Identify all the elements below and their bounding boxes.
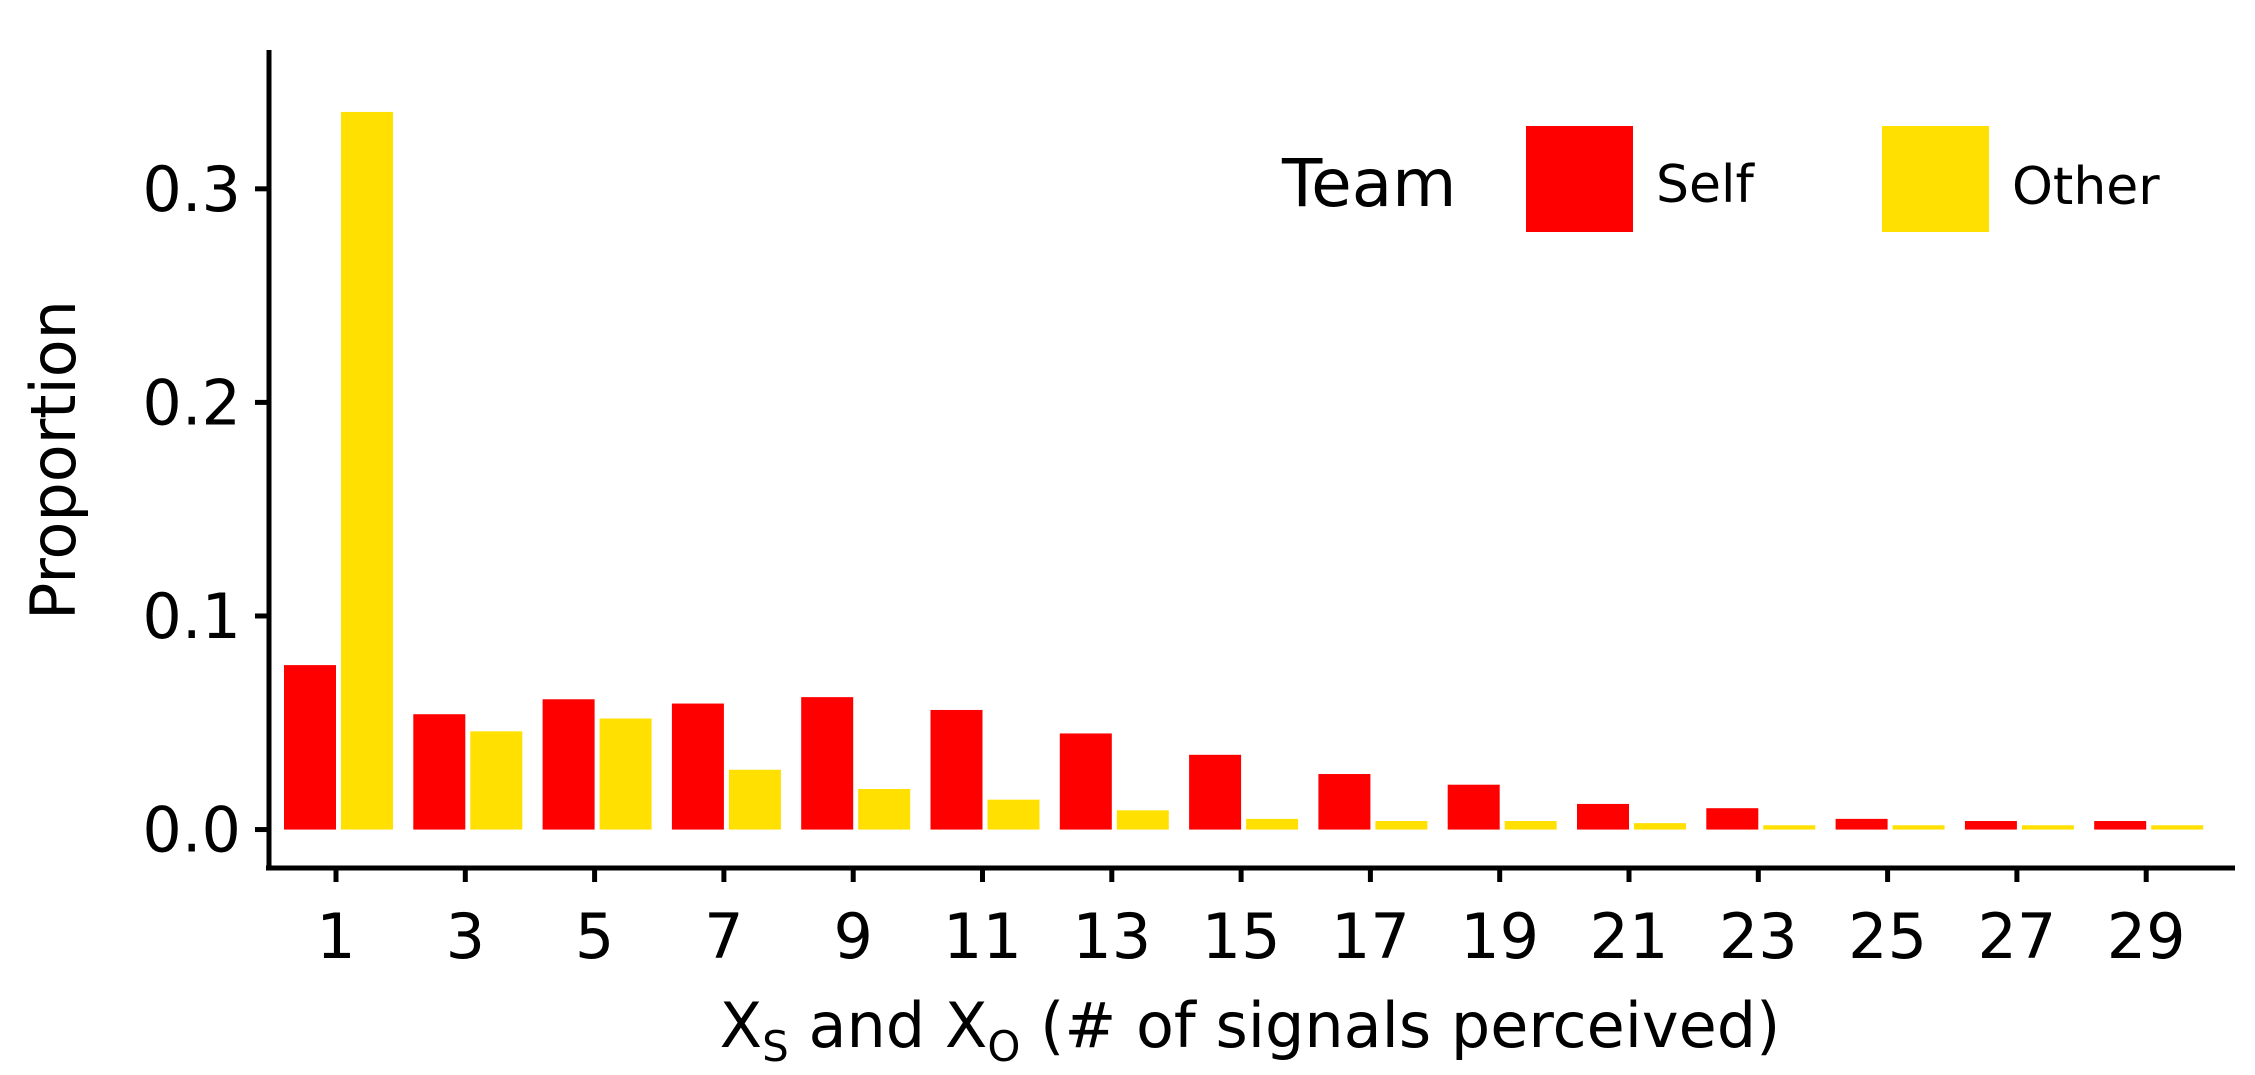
y-tick-label: 0.2	[142, 366, 241, 439]
bar-other-27	[2021, 825, 2074, 830]
x-axis-title-part: X	[720, 989, 762, 1062]
bar-other-15	[1246, 818, 1299, 830]
legend-label-self: Self	[1656, 155, 1755, 215]
x-tick-label: 25	[1848, 900, 1927, 973]
y-tick-label: 0.3	[142, 153, 241, 226]
bar-self-3	[413, 714, 466, 830]
x-tick-label: 7	[704, 900, 743, 973]
x-tick-label: 9	[833, 900, 872, 973]
legend-title: Team	[1281, 145, 1456, 222]
bar-other-21	[1634, 823, 1686, 830]
bar-self-25	[1835, 818, 1888, 830]
x-tick-label: 11	[943, 900, 1022, 973]
bar-self-15	[1189, 754, 1242, 830]
bar-other-7	[728, 769, 781, 830]
x-axis-title-subscript: O	[987, 1022, 1020, 1071]
bar-other-3	[470, 731, 523, 830]
x-tick-label: 15	[1202, 900, 1281, 973]
bar-other-25	[1892, 825, 1945, 830]
bar-other-13	[1116, 810, 1169, 830]
bar-self-23	[1706, 808, 1759, 830]
x-tick-label: 13	[1072, 900, 1151, 973]
legend: Team Self Other	[1281, 126, 2160, 232]
bar-self-5	[542, 699, 595, 830]
x-tick-label: 29	[2107, 900, 2186, 973]
x-tick-label: 27	[1977, 900, 2056, 973]
x-axis-title-subscript: S	[762, 1022, 789, 1071]
legend-swatch-other	[1882, 126, 1989, 232]
bar-self-27	[1964, 821, 2017, 830]
y-tick-label: 0.1	[142, 580, 241, 653]
bar-other-9	[858, 788, 911, 830]
x-axis-title-part: (# of signals perceived)	[1020, 989, 1780, 1062]
y-ticks-group: 0.0 0.1 0.2 0.3	[142, 153, 269, 867]
bar-other-17	[1375, 821, 1428, 830]
bar-self-21	[1577, 803, 1629, 830]
bar-other-23	[1763, 825, 1816, 830]
x-tick-label: 3	[446, 900, 485, 973]
x-tick-label: 19	[1460, 900, 1539, 973]
y-tick-label: 0.0	[142, 794, 241, 867]
x-tick-label: 21	[1590, 900, 1669, 973]
bar-self-19	[1447, 784, 1500, 830]
bar-self-29	[2094, 821, 2147, 830]
bar-other-19	[1504, 821, 1557, 830]
x-tick-label: 17	[1331, 900, 1410, 973]
bar-other-1	[341, 111, 393, 830]
bar-self-11	[930, 709, 983, 830]
bar-self-9	[801, 697, 854, 830]
x-axis-title-part: and X	[789, 989, 988, 1062]
bar-self-1	[284, 665, 336, 830]
bar-self-7	[671, 703, 724, 830]
legend-swatch-self	[1526, 126, 1633, 232]
bar-other-5	[599, 718, 652, 830]
bar-self-13	[1059, 733, 1112, 830]
x-axis-title: XS and XO (# of signals perceived)	[720, 989, 1781, 1071]
x-tick-label: 5	[575, 900, 614, 973]
bars-group	[284, 111, 2204, 830]
x-tick-label: 1	[316, 900, 355, 973]
x-tick-label: 23	[1719, 900, 1798, 973]
legend-label-other: Other	[2012, 157, 2160, 217]
bar-other-11	[987, 799, 1040, 830]
bar-self-17	[1318, 774, 1371, 830]
bar-other-29	[2151, 825, 2204, 830]
x-ticks-group: 1 3 5 7 9 11 13 15 17 19 21 23 25 27 29	[316, 868, 2186, 973]
y-axis-title: Proportion	[17, 300, 90, 620]
